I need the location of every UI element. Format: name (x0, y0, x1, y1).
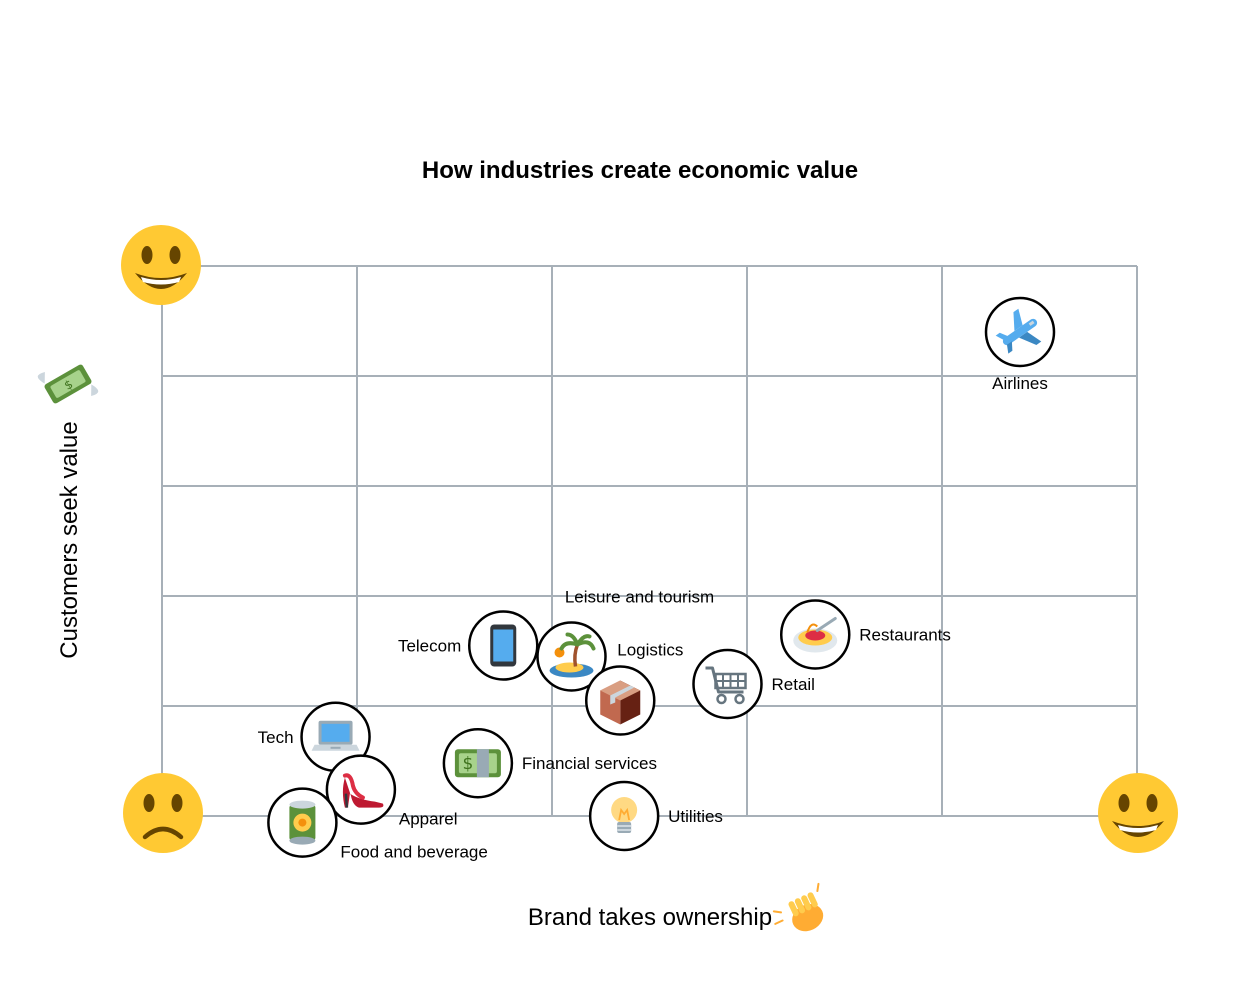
point-label: Telecom (398, 637, 461, 656)
smiling-face-icon (1098, 773, 1178, 853)
mobile-phone-icon (490, 624, 517, 667)
svg-text:$: $ (462, 754, 473, 774)
point-marker (692, 648, 763, 720)
point-label: Airlines (992, 374, 1048, 393)
data-point: Airlines (984, 296, 1056, 393)
point-label: Retail (772, 675, 815, 694)
point-label: Utilities (668, 807, 723, 826)
smiling-face-icon (121, 225, 201, 305)
point-label: Logistics (617, 641, 683, 660)
data-points: Airlines Restaurants Retail Telecom Leisure … (258, 296, 1056, 862)
data-point: Food and beverage (267, 787, 488, 862)
data-point: Apparel (325, 754, 458, 829)
y-axis-label: Customers seek value (56, 421, 83, 658)
shopping-cart-icon (705, 666, 747, 705)
clapping-hands-icon (772, 882, 824, 932)
data-point: Logistics (585, 641, 683, 736)
package-icon (600, 680, 641, 725)
banknote-icon: $ (454, 749, 501, 778)
laptop-icon (311, 720, 360, 751)
light-bulb-icon (611, 797, 638, 833)
spaghetti-icon (793, 617, 838, 653)
data-point: Restaurants (780, 599, 951, 670)
point-label: Food and beverage (340, 843, 487, 862)
data-point: Tech (258, 701, 371, 773)
point-label: Financial services (522, 754, 657, 773)
y-axis-title: Customers seek value $ (37, 364, 99, 659)
money-with-wings-icon: $ (37, 364, 99, 404)
data-point: Utilities (588, 780, 723, 852)
desert-island-icon (549, 632, 596, 678)
point-marker (325, 754, 397, 825)
x-axis-title: Brand takes ownership (528, 882, 824, 932)
high-heel-icon (342, 773, 384, 808)
point-label: Leisure and tourism (565, 588, 714, 607)
axis-end-markers (121, 225, 1178, 853)
point-label: Tech (258, 728, 294, 747)
point-label: Restaurants (859, 626, 951, 645)
chart-title: How industries create economic value (422, 157, 858, 184)
data-point: Retail (692, 648, 815, 720)
frowning-face-icon (123, 773, 203, 853)
point-label: Apparel (399, 810, 458, 829)
data-point: Telecom (398, 610, 539, 681)
data-point: $ Financial services (442, 727, 657, 799)
food-can-icon (289, 800, 316, 845)
airplane-icon (995, 308, 1042, 354)
x-axis-label: Brand takes ownership (528, 904, 772, 931)
data-point: Leisure and tourism (536, 588, 714, 692)
